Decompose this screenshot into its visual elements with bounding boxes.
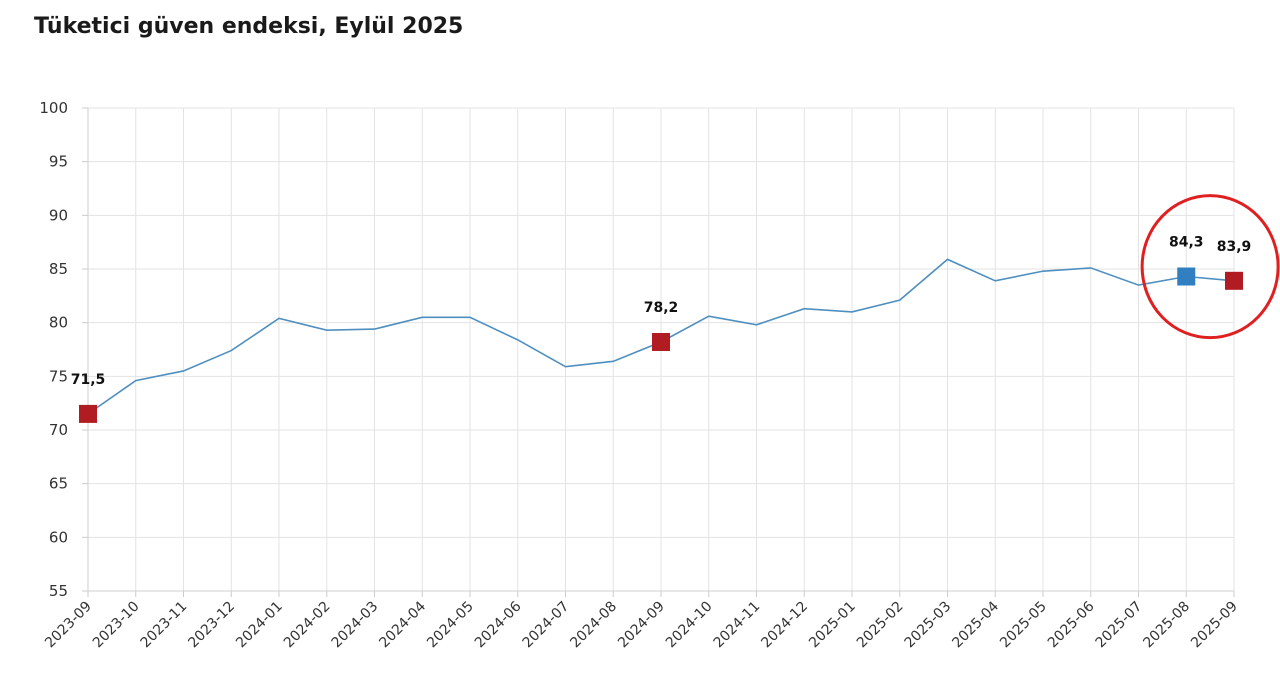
y-tick-label: 90: [49, 206, 68, 224]
x-tick-label: 2024-12: [758, 599, 811, 652]
x-tick-label: 2024-08: [567, 599, 620, 652]
chart-title: Tüketici güven endeksi, Eylül 2025: [34, 14, 464, 39]
data-label: 71,5: [71, 372, 106, 388]
y-tick-label: 60: [49, 528, 68, 546]
x-tick-label: 2025-01: [806, 599, 859, 652]
highlight-markers: [79, 267, 1243, 423]
data-label: 83,9: [1217, 239, 1252, 255]
x-tick-label: 2025-09: [1188, 599, 1241, 652]
x-tick-label: 2023-09: [42, 599, 95, 652]
x-tick-label: 2025-08: [1140, 599, 1193, 652]
x-tick-label: 2023-11: [138, 599, 191, 652]
x-tick-label: 2024-10: [663, 599, 716, 652]
y-tick-label: 80: [49, 314, 68, 332]
annotation-circle: [1140, 194, 1280, 340]
x-tick-label: 2024-05: [424, 599, 477, 652]
x-tick-label: 2025-05: [997, 599, 1050, 652]
data-labels: 71,5 78,2 84,3 83,9: [71, 235, 1252, 388]
x-tick-label: 2025-04: [949, 598, 1002, 651]
highlight-marker: [1177, 267, 1196, 286]
x-tick-label: 2024-04: [376, 598, 429, 651]
y-tick-label: 55: [49, 582, 68, 600]
highlight-marker: [1225, 271, 1243, 290]
x-tick-label: 2023-10: [90, 599, 143, 652]
x-tick-label: 2024-09: [615, 599, 668, 652]
x-tick-label: 2025-02: [854, 599, 907, 652]
y-tick-label: 70: [49, 421, 68, 439]
x-axis: 2023-092023-102023-112023-122024-012024-…: [42, 590, 1241, 652]
y-tick-label: 75: [49, 367, 68, 385]
x-tick-label: 2025-03: [902, 599, 955, 652]
y-axis: 100 95 90 85 80 75 70 65 60 55: [39, 99, 89, 600]
x-tick-label: 2025-07: [1093, 599, 1146, 652]
highlight-marker: [79, 404, 97, 423]
x-tick-label: 2024-02: [281, 599, 334, 652]
data-label: 84,3: [1169, 235, 1204, 251]
x-tick-label: 2024-01: [233, 599, 286, 652]
x-tick-label: 2023-12: [185, 599, 238, 652]
y-tick-label: 85: [49, 260, 68, 278]
y-tick-label: 95: [49, 153, 68, 171]
data-label: 78,2: [644, 300, 679, 316]
x-tick-label: 2024-06: [472, 598, 525, 651]
y-tick-label: 100: [39, 99, 68, 117]
x-tick-label: 2024-07: [520, 599, 573, 652]
y-tick-label: 65: [49, 475, 68, 493]
x-tick-label: 2024-03: [329, 599, 382, 652]
x-tick-label: 2025-06: [1045, 598, 1098, 651]
x-tick-label: 2024-11: [711, 599, 764, 652]
highlight-marker: [652, 332, 670, 351]
